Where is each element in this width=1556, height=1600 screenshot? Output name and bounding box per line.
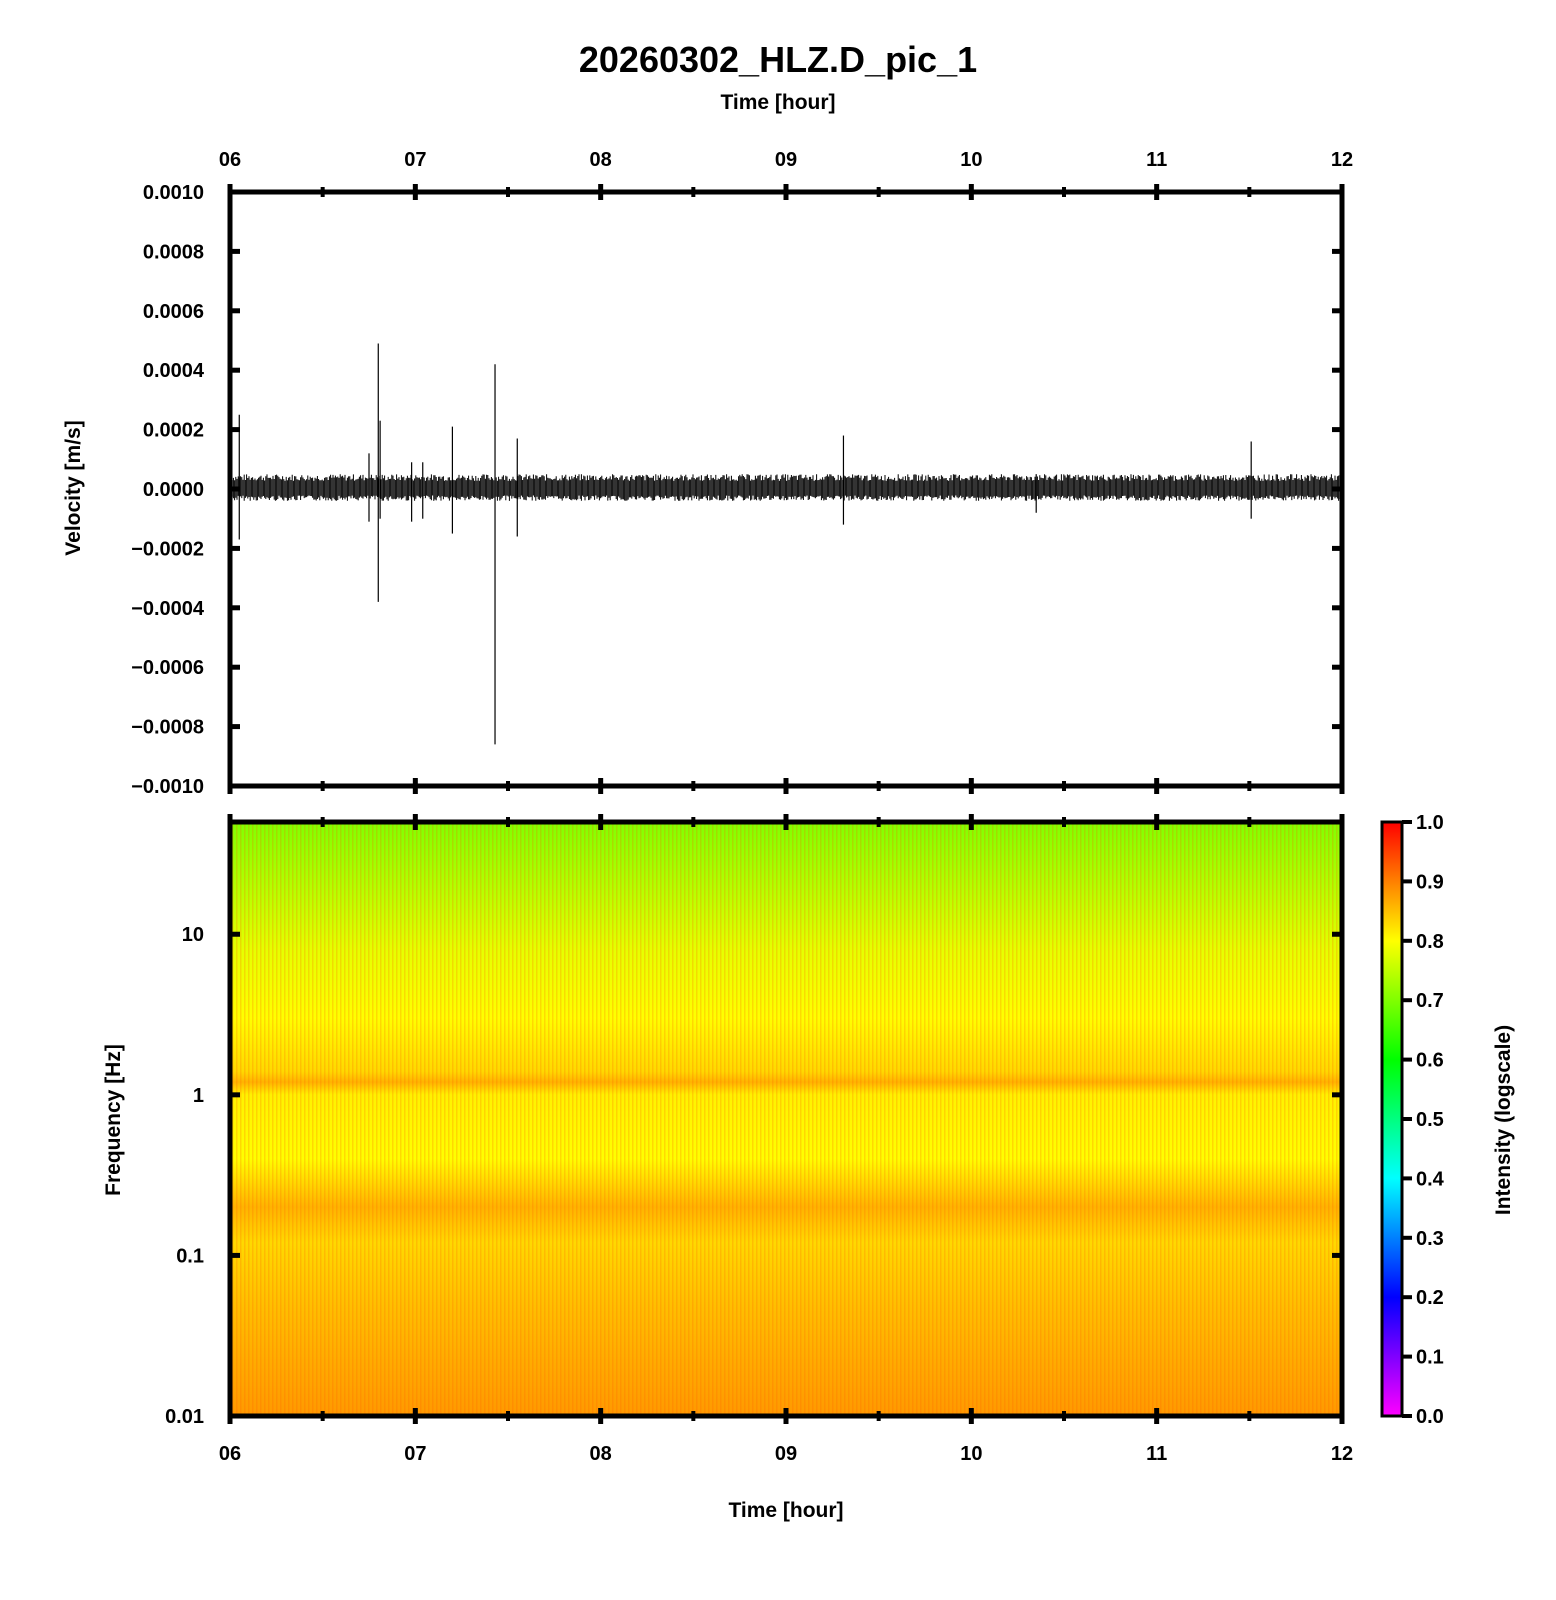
spectrogram-x-tick-label: 11 [1146,1443,1167,1465]
waveform-y-tick-label: −0.0002 [131,538,204,560]
colorbar-tick-label: 0.3 [1416,1228,1444,1250]
colorbar-title: Intensity (logscale) [1492,1025,1515,1215]
spectrogram-y-tick-label: 10 [182,924,204,946]
waveform-x-tick-label: 12 [1331,149,1353,171]
colorbar-tick-label: 0.2 [1416,1287,1444,1309]
colorbar-tick-label: 0.7 [1416,990,1444,1012]
waveform-noise-band [230,474,1342,501]
waveform-traces [230,343,1342,745]
spectrogram-panel: 06 07 08 09 10 11 12 10 1 0.1 0.01 Time [hour] Fr… [102,814,1353,1522]
waveform-y-tick-label: 0.0010 [143,182,204,204]
colorbar-ticks: 1.0 0.9 0.8 0.7 0.6 0.5 0.4 0.3 0.2 0.1 0.0 [1402,812,1445,1428]
spectrogram-y-tick-label: 1 [193,1085,204,1107]
spectrogram-texture [230,822,1342,1416]
waveform-x-tick-label: 11 [1146,149,1167,171]
colorbar-gradient [1380,820,1404,1418]
waveform-x-tick-label: 08 [590,149,612,171]
waveform-x-ticks: 06 07 08 09 10 11 12 [219,149,1353,794]
waveform-x-tick-label: 06 [219,149,241,171]
spectrogram-y-tick-label: 0.01 [165,1406,204,1428]
colorbar-tick-label: 0.0 [1416,1406,1444,1428]
waveform-y-tick-label: −0.0004 [131,598,205,620]
colorbar-tick-label: 1.0 [1416,812,1444,834]
waveform-y-tick-label: −0.0006 [131,657,204,679]
spectrogram-x-tick-label: 12 [1331,1443,1353,1465]
spectrogram-y-tick-label: 0.1 [176,1245,204,1267]
waveform-y-tick-label: 0.0002 [143,420,204,442]
waveform-panel: Time [hour] Velocity [m/s] 06 07 08 09 10 11 1… [62,91,1353,798]
spectrogram-x-tick-label: 06 [219,1443,241,1465]
colorbar-tick-label: 0.6 [1416,1050,1444,1072]
waveform-y-tick-label: 0.0004 [143,360,205,382]
spectrogram-x-tick-label: 09 [775,1443,797,1465]
waveform-plot-frame [227,189,1345,789]
figure-title: 20260302_HLZ.D_pic_1 [579,39,977,80]
waveform-y-tick-label: 0.0008 [143,241,204,263]
spectrogram-x-tick-label: 10 [960,1443,982,1465]
colorbar: 1.0 0.9 0.8 0.7 0.6 0.5 0.4 0.3 0.2 0.1 0.0 Intens… [1380,812,1515,1428]
waveform-x-tick-label: 07 [404,149,426,171]
colorbar-tick-label: 0.5 [1416,1109,1444,1131]
waveform-top-x-axis-title: Time [hour] [720,91,835,114]
waveform-x-tick-label: 10 [960,149,982,171]
waveform-y-tick-label: −0.0008 [131,717,204,739]
spectrogram-x-tick-label: 07 [404,1443,426,1465]
waveform-y-tick-label: 0.0006 [143,301,204,323]
waveform-y-tick-label: 0.0000 [143,479,204,501]
spectrogram-y-axis-title: Frequency [Hz] [102,1044,125,1196]
spectrogram-y-ticks: 10 1 0.1 0.01 [165,924,1342,1428]
waveform-y-axis-title: Velocity [m/s] [62,420,85,555]
colorbar-tick-label: 0.9 [1416,871,1444,893]
spectrogram-x-tick-label: 08 [590,1443,612,1465]
colorbar-tick-label: 0.8 [1416,931,1444,953]
spectrogram-x-axis-title: Time [hour] [728,1499,843,1522]
waveform-x-tick-label: 09 [775,149,797,171]
colorbar-tick-label: 0.4 [1416,1168,1445,1190]
waveform-y-tick-label: −0.0010 [131,776,204,798]
colorbar-tick-label: 0.1 [1416,1347,1444,1369]
